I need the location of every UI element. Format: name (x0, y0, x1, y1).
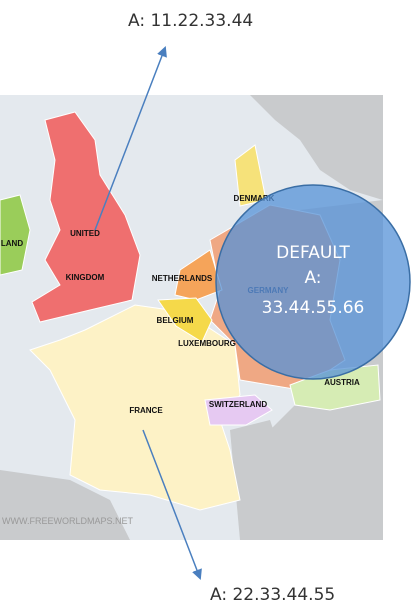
country-label: AUSTRIA (324, 378, 360, 387)
country-label: LUXEMBOURG (178, 339, 236, 348)
country-label: UNITED (70, 229, 100, 238)
ireland (0, 194, 31, 276)
united-kingdom (31, 111, 141, 323)
country-label: DENMARK (234, 194, 275, 203)
arrow (94, 46, 167, 231)
belgium (157, 297, 213, 343)
country-label: NETHERLANDS (152, 274, 213, 283)
scandinavia (250, 95, 383, 200)
spain (0, 470, 130, 540)
default-zone (215, 184, 411, 380)
watermark: WWW.FREEWORLDMAPS.NET (2, 516, 133, 526)
annotation: A: 11.22.33.44 (128, 11, 253, 31)
country-label: LAND (1, 239, 23, 248)
switzerland (204, 394, 273, 426)
netherlands (174, 249, 223, 301)
country-label: FRANCE (129, 406, 163, 415)
zone-label: DEFAULT (276, 243, 350, 263)
country-label: SWITZERLAND (209, 400, 267, 409)
arrow (142, 429, 202, 580)
zone-label: A: (304, 268, 321, 288)
italy (230, 420, 290, 540)
country-label: KINGDOM (66, 273, 105, 282)
zone-label: 33.44.55.66 (262, 298, 365, 318)
annotation: A: 22.33.44.55 (210, 585, 335, 605)
country-label: BELGIUM (157, 316, 194, 325)
